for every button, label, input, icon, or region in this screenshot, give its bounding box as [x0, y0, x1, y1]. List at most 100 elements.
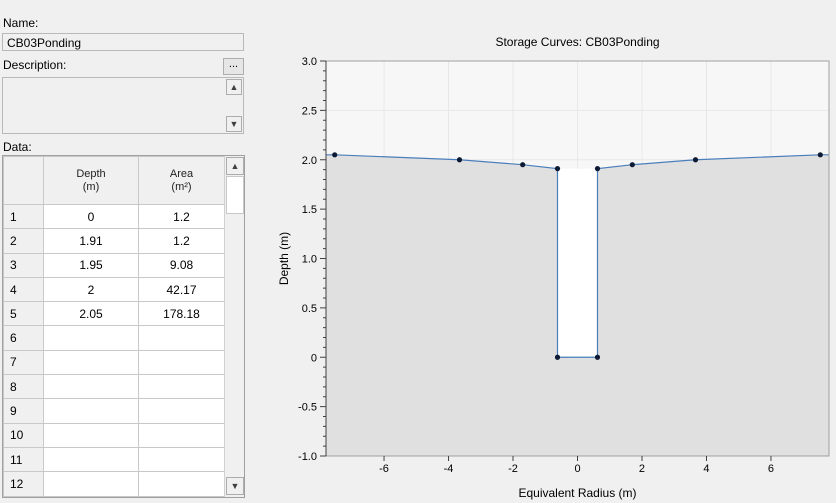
description-field[interactable]	[2, 77, 244, 134]
depth-cell[interactable]	[43, 374, 139, 400]
depth-cell[interactable]	[43, 325, 139, 351]
depth-cell[interactable]	[43, 398, 139, 424]
y-axis-label: Depth (m)	[277, 232, 291, 285]
table-row[interactable]: 7	[3, 349, 225, 376]
area-cell[interactable]	[138, 446, 225, 473]
table-row[interactable]: 9	[3, 398, 225, 424]
area-cell[interactable]	[138, 349, 225, 376]
table-row[interactable]: 11	[3, 446, 225, 473]
area-cell[interactable]: 1.2	[138, 228, 225, 254]
data-grid-scrollbar[interactable]: ▲ ▼	[224, 156, 244, 497]
row-header-cell[interactable]: 11	[3, 446, 44, 473]
scroll-down-arrow-icon: ▼	[229, 119, 239, 129]
y-tick-label: 0.5	[302, 303, 317, 315]
row-header-cell[interactable]: 12	[3, 471, 44, 497]
column-header-depth[interactable]: Depth (m)	[43, 156, 139, 205]
depth-cell[interactable]	[43, 471, 139, 497]
y-tick-label: 2.0	[302, 155, 317, 167]
data-point	[456, 157, 463, 163]
name-field[interactable]: CB03Ponding	[2, 33, 244, 51]
table-row[interactable]: 12	[3, 471, 225, 497]
data-point	[554, 166, 561, 172]
depth-cell[interactable]: 2.05	[43, 301, 139, 327]
basin-interior	[557, 168, 598, 358]
y-tick-label: 3.0	[302, 56, 317, 68]
description-ellipsis-button[interactable]: ...	[223, 58, 244, 75]
table-row[interactable]: 6	[3, 325, 225, 351]
area-cell[interactable]: 9.08	[138, 252, 225, 278]
x-tick-label: -4	[444, 463, 454, 475]
area-cell[interactable]	[138, 422, 225, 448]
grid-scroll-thumb[interactable]	[226, 176, 244, 214]
y-tick-label: 2.5	[302, 105, 317, 117]
area-cell[interactable]: 1.2	[138, 203, 225, 230]
depth-cell[interactable]: 0	[43, 203, 139, 230]
depth-cell[interactable]	[43, 349, 139, 376]
description-label: Description:	[3, 58, 67, 72]
row-header-cell[interactable]: 6	[3, 325, 44, 351]
y-tick-label: -1.0	[298, 451, 317, 463]
row-header-cell[interactable]: 8	[3, 374, 44, 400]
row-header-cell[interactable]: 10	[3, 422, 44, 448]
row-header-cell[interactable]: 1	[3, 203, 44, 230]
depth-cell[interactable]: 1.91	[43, 228, 139, 254]
depth-cell[interactable]	[43, 422, 139, 448]
chart-title: Storage Curves: CB03Ponding	[495, 35, 659, 49]
y-tick-label: 1.5	[302, 204, 317, 216]
table-row[interactable]: 5 2.05 178.18	[3, 301, 225, 327]
grid-corner-cell	[3, 156, 44, 205]
storage-curve-chart: -1.0 -0.5 0 0.5 1.0 1.5 2.0 2.5 3.0 -6 -4 -2 0 2 4 6 Sto…	[277, 35, 830, 500]
area-cell[interactable]: 178.18	[138, 301, 225, 327]
x-axis-label: Equivalent Radius (m)	[518, 486, 636, 500]
row-header-cell[interactable]: 5	[3, 301, 44, 327]
table-row[interactable]: 8	[3, 374, 225, 400]
data-point	[594, 166, 601, 172]
row-header-cell[interactable]: 4	[3, 276, 44, 303]
area-cell[interactable]	[138, 374, 225, 400]
data-point	[629, 162, 635, 168]
ground-fill-area	[326, 154, 829, 456]
y-tick-label: -0.5	[298, 402, 317, 414]
table-row[interactable]: 1 0 1.2	[3, 203, 225, 230]
depth-cell[interactable]: 1.95	[43, 252, 139, 278]
data-point	[520, 162, 526, 168]
x-tick-label: 4	[703, 463, 709, 475]
x-tick-label: -2	[508, 463, 518, 475]
column-header-area[interactable]: Area (m²)	[138, 156, 225, 205]
x-tick-label: 2	[639, 463, 645, 475]
data-grid: Depth (m) Area (m²) 1 0 1.2 2 1.91 1.2 3 1.95 9.08…	[2, 155, 245, 498]
row-header-cell[interactable]: 2	[3, 228, 44, 254]
storage-curve-line	[326, 154, 829, 358]
description-scroll-down-button[interactable]: ▼	[226, 116, 242, 132]
area-cell[interactable]: 42.17	[138, 276, 225, 303]
name-label: Name:	[3, 16, 39, 30]
y-tick-label: 0	[311, 352, 317, 364]
description-scroll-up-button[interactable]: ▲	[226, 79, 242, 95]
table-row[interactable]: 2 1.91 1.2	[3, 228, 225, 254]
y-tick-label: 1.0	[302, 254, 317, 266]
table-row[interactable]: 3 1.95 9.08	[3, 252, 225, 278]
depth-cell[interactable]	[43, 446, 139, 473]
area-cell[interactable]	[138, 471, 225, 497]
x-tick-label: 0	[574, 463, 580, 475]
x-tick-label: -6	[379, 463, 389, 475]
x-tick-label: 6	[768, 463, 774, 475]
data-point	[554, 354, 561, 360]
data-label: Data:	[3, 140, 32, 154]
grid-scroll-down-button[interactable]: ▼	[226, 477, 244, 495]
grid-scroll-up-button[interactable]: ▲	[226, 157, 244, 175]
row-header-cell[interactable]: 7	[3, 349, 44, 376]
table-row[interactable]: 10	[3, 422, 225, 448]
data-point	[692, 157, 699, 163]
area-cell[interactable]	[138, 325, 225, 351]
area-cell[interactable]	[138, 398, 225, 424]
row-header-cell[interactable]: 9	[3, 398, 44, 424]
data-point	[332, 152, 338, 158]
table-row[interactable]: 4 2 42.17	[3, 276, 225, 303]
data-point	[594, 354, 601, 360]
row-header-cell[interactable]: 3	[3, 252, 44, 278]
scroll-up-arrow-icon: ▲	[229, 82, 239, 92]
depth-cell[interactable]: 2	[43, 276, 139, 303]
data-point	[817, 152, 823, 158]
scroll-up-arrow-icon: ▲	[230, 161, 240, 171]
